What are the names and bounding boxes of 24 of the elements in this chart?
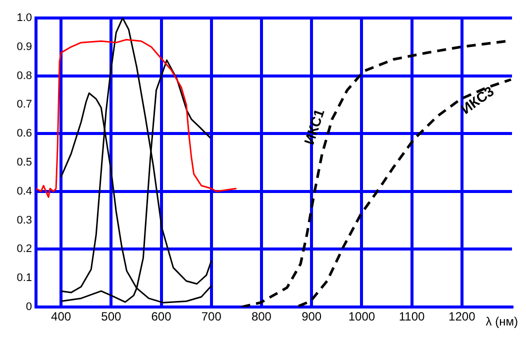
x-tick-label: 500 xyxy=(101,310,122,324)
x-tick-label: 1100 xyxy=(398,310,426,324)
x-tick-label: 900 xyxy=(302,310,322,324)
x-axis-title: λ (нм) xyxy=(486,314,518,328)
text: ИКС1 xyxy=(300,106,328,147)
y-tick-label: 0.4 xyxy=(16,185,32,198)
x-tick-label: 700 xyxy=(201,310,222,324)
x-tick-label: 1000 xyxy=(348,310,376,324)
y-tick-label: 0.7 xyxy=(16,98,32,111)
y-tick-label: 0.8 xyxy=(16,70,32,82)
y-tick-label: 0 xyxy=(26,301,32,314)
y-tick-label: 0.9 xyxy=(16,40,32,53)
y-tick-label: 0.5 xyxy=(16,156,32,169)
x-tick-label: 400 xyxy=(51,310,72,324)
y-tick-label: 0.3 xyxy=(16,214,32,226)
y-tick-label: 0.6 xyxy=(16,128,32,140)
x-tick-label: 800 xyxy=(251,310,272,324)
y-tick-label: 0.2 xyxy=(16,243,32,256)
y-tick-label: 1.0 xyxy=(16,12,32,24)
line-series xyxy=(240,40,508,307)
line-series xyxy=(297,78,512,307)
y-tick-label: 0.1 xyxy=(16,272,32,284)
x-tick-label: 1200 xyxy=(448,310,476,324)
x-tick-label: 600 xyxy=(151,310,172,324)
